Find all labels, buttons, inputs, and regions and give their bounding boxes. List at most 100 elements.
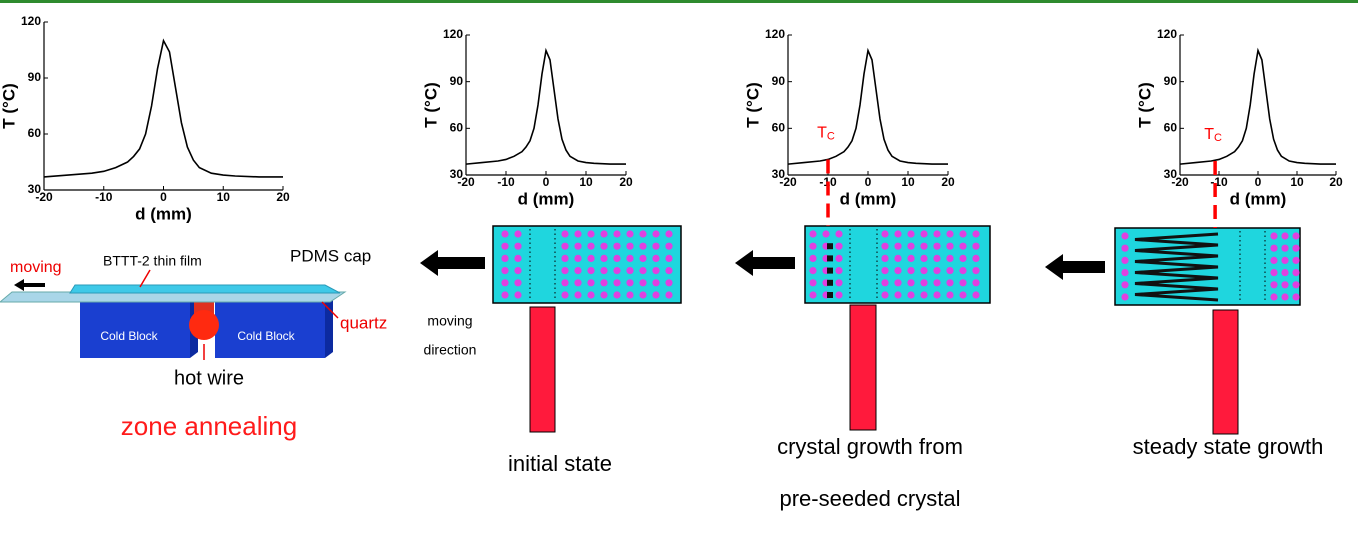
molecule — [959, 291, 966, 298]
y-axis-label: T (°C) — [743, 82, 762, 128]
apparatus: moving BTTT-2 thin film PDMS cap quartz … — [0, 246, 387, 440]
molecule — [574, 291, 581, 298]
molecule — [907, 243, 914, 250]
molecule — [613, 267, 620, 274]
molecule — [881, 255, 888, 262]
x-tick-label: -20 — [35, 190, 53, 204]
molecule — [639, 291, 646, 298]
molecule — [959, 243, 966, 250]
molecule — [652, 243, 659, 250]
molecule — [920, 291, 927, 298]
molecule — [894, 279, 901, 286]
molecule — [514, 243, 521, 250]
molecule — [600, 255, 607, 262]
molecule — [946, 255, 953, 262]
molecule — [920, 279, 927, 286]
tc-label: TC — [1204, 126, 1222, 144]
molecule — [574, 230, 581, 237]
direction-arrow — [1061, 261, 1105, 273]
x-tick-label: -10 — [497, 175, 515, 189]
molecule — [822, 230, 829, 237]
molecule — [501, 243, 508, 250]
molecule — [894, 255, 901, 262]
molecule — [1121, 257, 1128, 264]
x-tick-label: 10 — [217, 190, 231, 204]
molecule — [894, 243, 901, 250]
moving-arrow-head — [14, 279, 24, 291]
molecule — [946, 267, 953, 274]
molecule — [626, 255, 633, 262]
molecule — [933, 279, 940, 286]
molecule — [1270, 257, 1277, 264]
molecule — [946, 243, 953, 250]
caption: initial state — [508, 451, 612, 476]
molecule — [959, 267, 966, 274]
molecule — [639, 230, 646, 237]
x-tick-label: 20 — [941, 175, 955, 189]
label: Cold Block — [100, 329, 158, 343]
molecule — [665, 279, 672, 286]
molecule — [881, 230, 888, 237]
molecule — [907, 230, 914, 237]
y-tick-label: 90 — [450, 74, 464, 88]
molecule — [1121, 232, 1128, 239]
molecule — [613, 230, 620, 237]
molecule — [933, 255, 940, 262]
molecule — [920, 230, 927, 237]
x-tick-label: 20 — [276, 190, 290, 204]
molecule — [1281, 232, 1288, 239]
molecule — [587, 267, 594, 274]
molecule — [1292, 269, 1299, 276]
molecule — [600, 230, 607, 237]
molecule — [665, 255, 672, 262]
molecule — [972, 267, 979, 274]
molecule — [574, 255, 581, 262]
temperature-profile — [466, 51, 626, 165]
molecule — [959, 279, 966, 286]
label: PDMS cap — [290, 246, 371, 265]
molecule — [652, 291, 659, 298]
molecule — [613, 243, 620, 250]
molecule — [933, 230, 940, 237]
seed-crystal — [827, 268, 833, 274]
molecule — [600, 243, 607, 250]
molecule — [665, 243, 672, 250]
molecule — [600, 291, 607, 298]
molecule — [501, 255, 508, 262]
molecule — [933, 243, 940, 250]
molecule — [1121, 269, 1128, 276]
molecule — [1281, 245, 1288, 252]
molecule — [587, 291, 594, 298]
molecule — [881, 291, 888, 298]
x-tick-label: 20 — [1329, 175, 1343, 189]
temperature-profile — [1180, 51, 1336, 165]
molecule — [1270, 245, 1277, 252]
x-tick-label: 10 — [901, 175, 915, 189]
label: moving — [10, 259, 62, 276]
direction-arrow-head — [1045, 254, 1063, 280]
x-axis-label: d (mm) — [840, 189, 897, 208]
molecule — [946, 291, 953, 298]
molecule — [1270, 293, 1277, 300]
molecule — [587, 243, 594, 250]
molecule — [561, 255, 568, 262]
molecule — [809, 255, 816, 262]
molecule — [835, 243, 842, 250]
molecule — [626, 291, 633, 298]
molecule — [626, 267, 633, 274]
y-tick-label: 60 — [450, 121, 464, 135]
molecule — [959, 255, 966, 262]
molecule — [561, 279, 568, 286]
label: moving — [427, 313, 472, 329]
molecule — [1292, 293, 1299, 300]
x-tick-label: -20 — [1171, 175, 1189, 189]
molecule — [920, 243, 927, 250]
heater — [1213, 310, 1238, 434]
direction-arrow-head — [420, 250, 438, 276]
temperature-profile — [788, 51, 948, 165]
caption: crystal growth from — [777, 434, 963, 459]
molecule — [665, 230, 672, 237]
molecule — [561, 291, 568, 298]
pointer — [140, 270, 150, 287]
molecule — [835, 291, 842, 298]
